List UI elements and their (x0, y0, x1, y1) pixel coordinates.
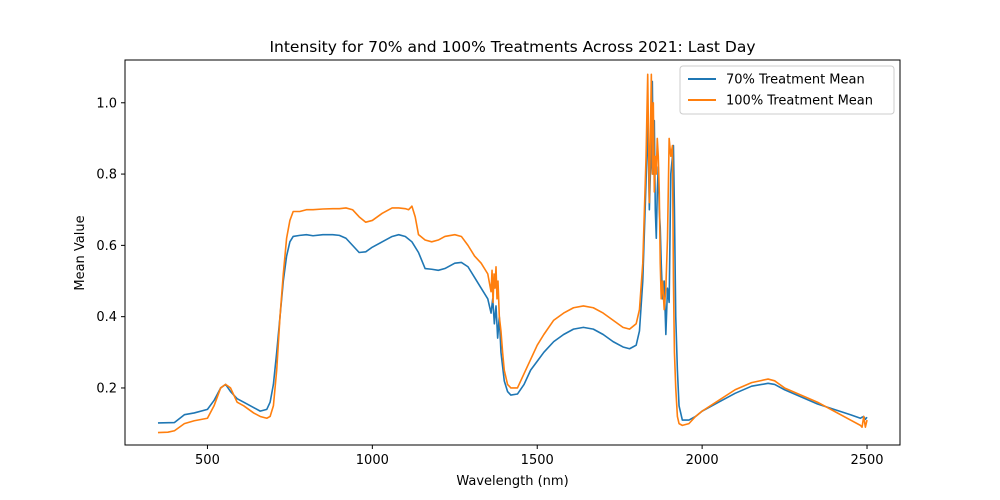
x-tick-label: 1000 (356, 453, 389, 468)
axes: 500 1000 1500 2000 2500 0.2 0.4 0.6 0.8 1.0 (96, 59, 901, 468)
legend-label-0: 70% Treatment Mean (726, 73, 865, 88)
y-tick-label: 0.4 (96, 310, 117, 325)
legend-box (679, 65, 895, 115)
y-tick-label: 0.6 (96, 239, 117, 254)
x-tick-label: 2500 (850, 453, 883, 468)
x-tick-label: 2000 (686, 453, 719, 468)
y-axis-label: Mean Value (73, 215, 88, 290)
legend-label-1: 100% Treatment Mean (726, 94, 873, 109)
plot-frame (124, 59, 901, 446)
plot-area (157, 73, 868, 434)
legend: 70% Treatment Mean 100% Treatment Mean (679, 65, 895, 115)
chart-title: Intensity for 70% and 100% Treatments Ac… (269, 38, 755, 56)
x-tick-label: 1500 (521, 453, 554, 468)
y-tick-label: 0.8 (96, 168, 117, 183)
y-tick-label: 0.2 (96, 381, 117, 396)
series-line-1 (157, 73, 868, 434)
series-line-0 (157, 80, 868, 424)
x-axis-label: Wavelength (nm) (456, 474, 568, 489)
x-tick-label: 500 (195, 453, 220, 468)
y-tick-label: 1.0 (96, 96, 117, 111)
